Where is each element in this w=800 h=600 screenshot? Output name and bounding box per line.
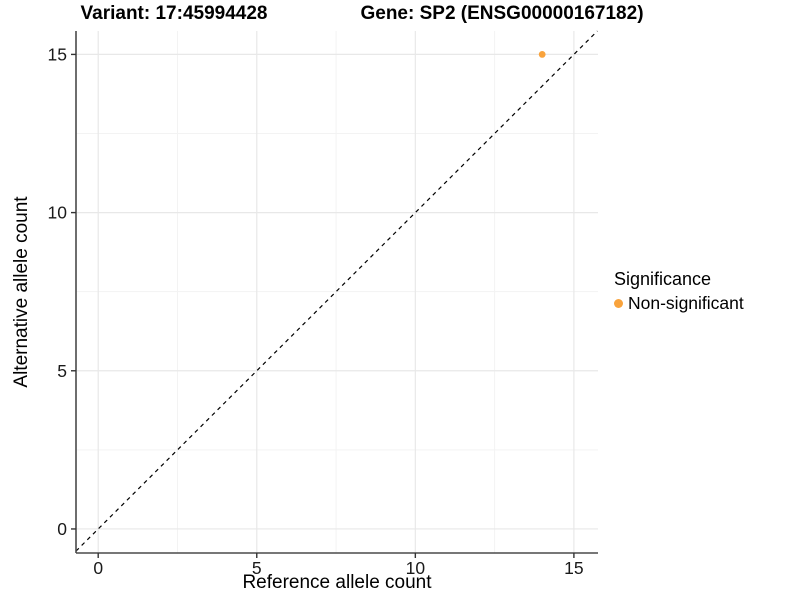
non-significant-point-icon: [614, 299, 623, 308]
y-tick-label: 0: [57, 519, 67, 539]
x-axis-title: Reference allele count: [242, 572, 432, 593]
x-tick-label: 0: [93, 558, 103, 578]
legend-title: Significance: [614, 269, 712, 289]
y-tick-label: 5: [57, 361, 67, 381]
legend-item-non-significant: Non-significant: [614, 293, 744, 314]
y-tick-label: 10: [48, 203, 68, 223]
legend-item-label: Non-significant: [628, 293, 744, 313]
identity-reference-line: [75, 30, 598, 552]
x-tick-label: 15: [564, 558, 583, 578]
x-tick-label: 10: [406, 558, 426, 578]
y-tick-label: 15: [48, 44, 67, 64]
legend: Significance Non-significant: [614, 269, 744, 314]
y-axis-title: Alternative allele count: [11, 196, 32, 388]
data-point: [538, 51, 546, 58]
x-tick-label: 5: [252, 558, 262, 578]
variant-title: Variant: 17:45994428: [80, 3, 268, 24]
gene-title: Gene: SP2 (ENSG00000167182): [360, 3, 644, 24]
